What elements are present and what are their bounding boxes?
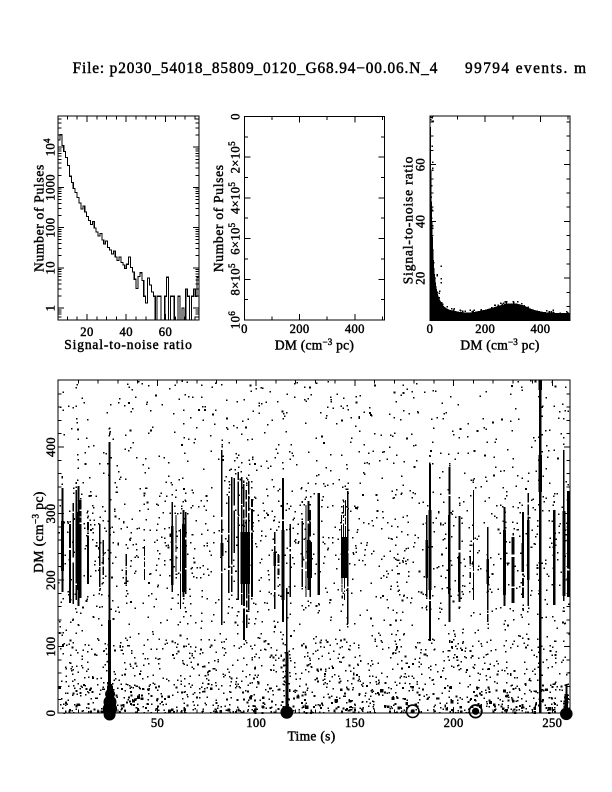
svg-text:200: 200 [290,322,310,336]
svg-text:40: 40 [120,325,133,339]
svg-text:400: 400 [530,322,550,336]
svg-text:8×105: 8×105 [227,263,243,295]
svg-text:40: 40 [414,215,428,228]
svg-text:250: 250 [542,716,562,730]
svg-text:50: 50 [151,716,164,730]
svg-text:60: 60 [414,158,428,171]
svg-text:1: 1 [44,305,58,312]
svg-text:0: 0 [427,322,434,336]
svg-text:0: 0 [241,322,248,336]
svg-text:2×105: 2×105 [227,141,243,173]
svg-text:200: 200 [44,570,58,590]
svg-text:0: 0 [229,113,243,120]
svg-text:DM (cm−3 pc): DM (cm−3 pc) [275,337,354,353]
svg-text:60: 60 [159,325,172,339]
svg-text:200: 200 [444,716,464,730]
svg-text:4×105: 4×105 [227,182,243,214]
svg-text:20: 20 [80,325,93,339]
svg-text:Number of Pulses: Number of Pulses [32,164,47,272]
svg-text:100: 100 [44,637,58,657]
svg-text:10: 10 [44,261,58,274]
svg-text:DM (cm−3 pc): DM (cm−3 pc) [460,337,539,353]
svg-text:Number of Pulses: Number of Pulses [211,164,226,272]
svg-text:6×105: 6×105 [227,222,243,254]
svg-text:300: 300 [44,504,58,524]
svg-text:99794 events. m: 99794 events. m [465,60,587,77]
svg-text:1000: 1000 [44,174,58,201]
svg-text:Time (s): Time (s) [287,729,335,744]
svg-text:Signal-to-noise ratio: Signal-to-noise ratio [401,156,416,284]
svg-text:400: 400 [44,437,58,457]
svg-text:0: 0 [44,710,58,717]
svg-text:File: p2030_54018_85809_0120_G: File: p2030_54018_85809_0120_G68.94−00.0… [73,60,439,77]
svg-text:150: 150 [345,716,365,730]
svg-text:DM (cm−3 pc): DM (cm−3 pc) [31,491,47,573]
svg-text:400: 400 [345,322,365,336]
svg-text:200: 200 [475,322,495,336]
svg-text:100: 100 [44,218,58,238]
svg-text:20: 20 [414,271,428,284]
svg-text:Signal-to-noise ratio: Signal-to-noise ratio [64,337,192,352]
svg-text:100: 100 [246,716,266,730]
